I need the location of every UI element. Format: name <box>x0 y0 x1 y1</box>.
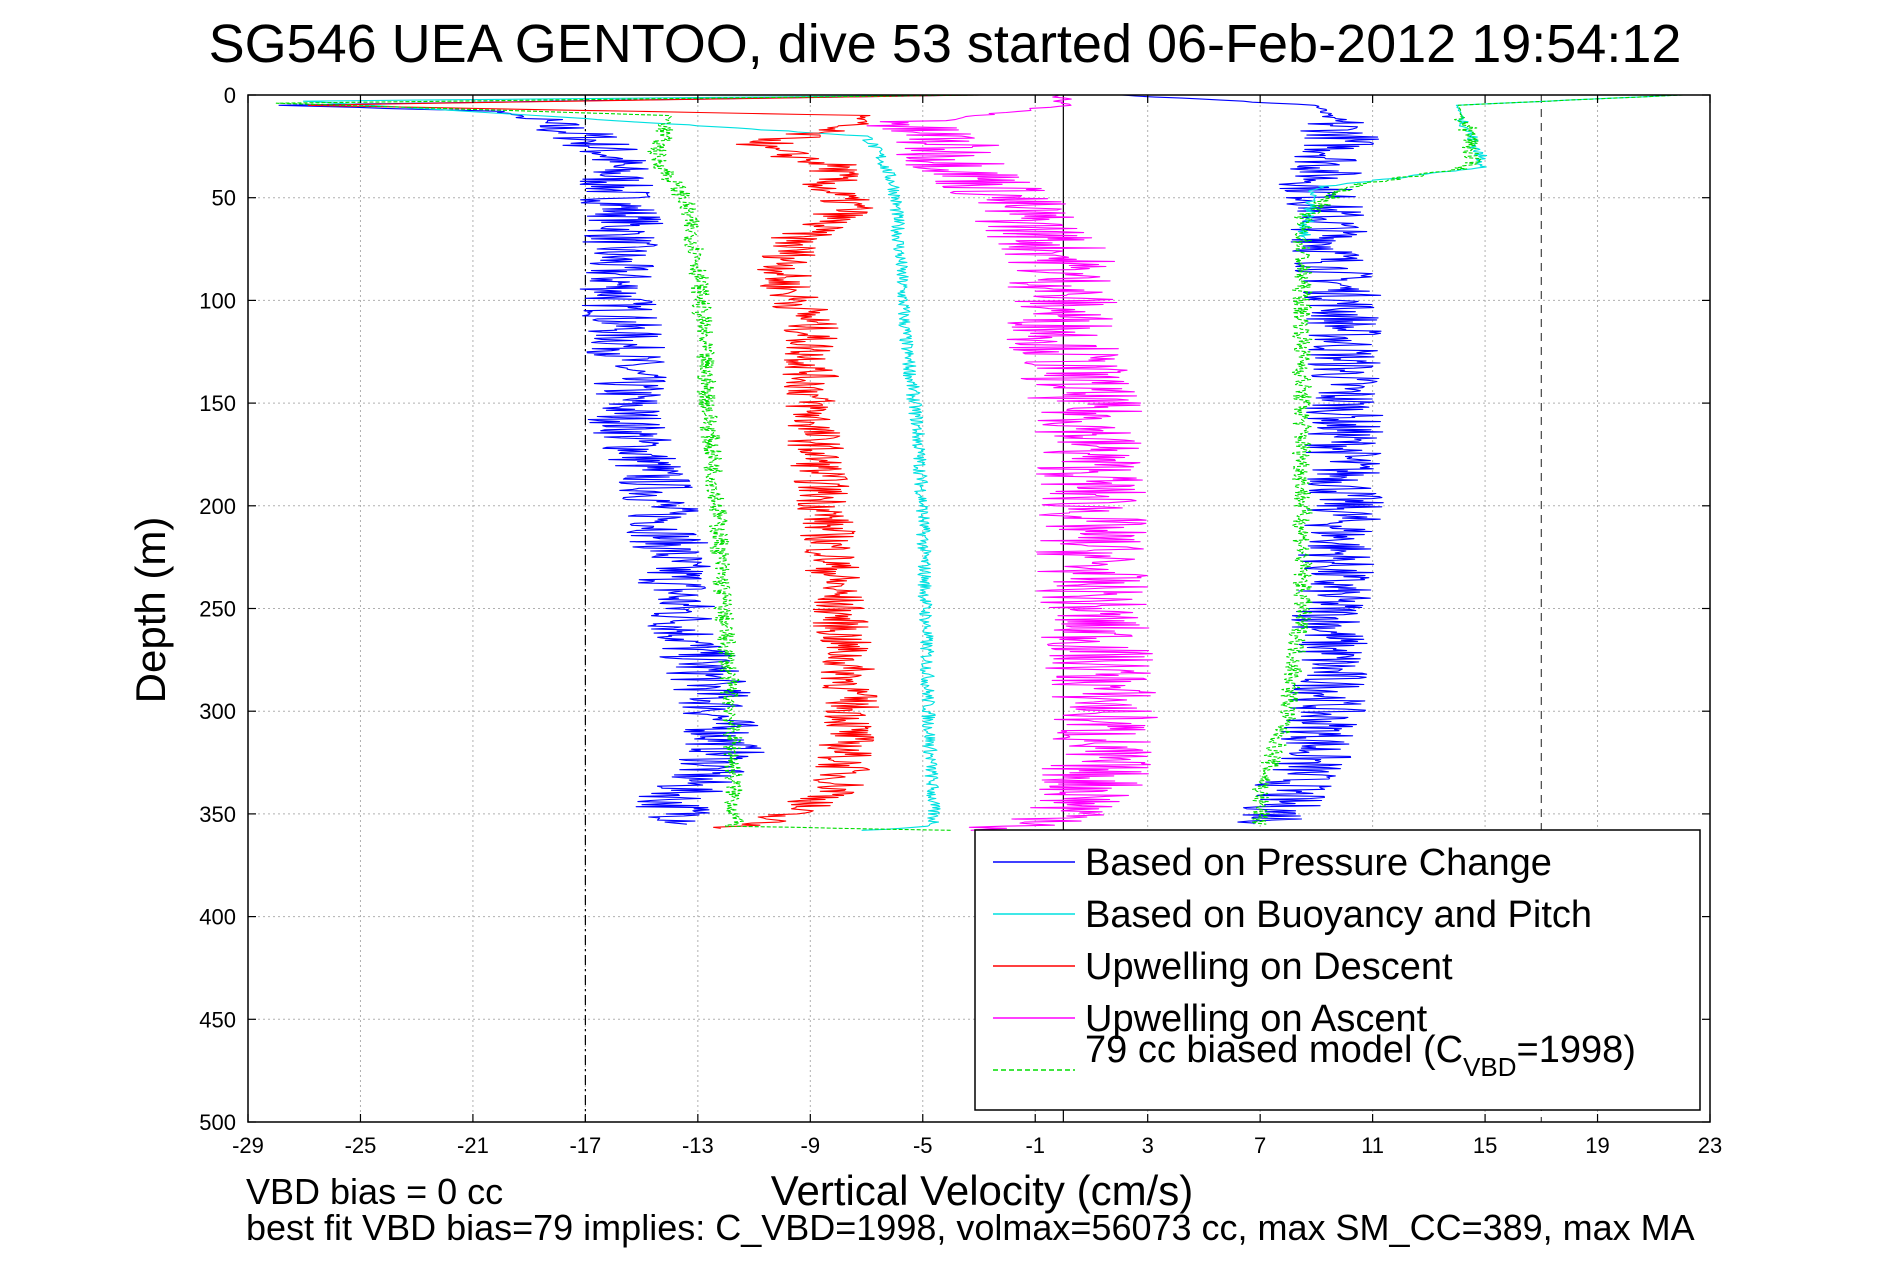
x-tick-label: 23 <box>1698 1133 1722 1158</box>
y-axis-label: Depth (m) <box>127 517 174 704</box>
series-upwelling-on-descent <box>307 94 984 829</box>
x-tick-label: -25 <box>345 1133 377 1158</box>
y-tick-label: 500 <box>199 1110 236 1135</box>
legend-box <box>974 829 1701 1111</box>
y-axis: 0 50 100 150 200 250 300 350 400 450 500 <box>199 83 1710 1135</box>
y-tick-label: 350 <box>199 802 236 827</box>
x-tick-label: -29 <box>232 1133 264 1158</box>
y-tick-label: 200 <box>199 494 236 519</box>
x-tick-label: -13 <box>682 1133 714 1158</box>
x-tick-label: 15 <box>1473 1133 1497 1158</box>
y-tick-label: 150 <box>199 391 236 416</box>
x-tick-label: -17 <box>569 1133 601 1158</box>
x-axis: -29 -25 -21 -17 -13 -9 -5 -1 3 7 11 15 19 23 <box>232 95 1722 1158</box>
y-tick-label: 100 <box>199 288 236 313</box>
chart-title: SG546 UEA GENTOO, dive 53 started 06-Feb… <box>209 14 1682 74</box>
y-tick-label: 250 <box>199 597 236 622</box>
footer-line-2: best fit VBD bias=79 implies: C_VBD=1998… <box>246 1207 1695 1248</box>
series-upwelling-on-ascent <box>866 94 1158 831</box>
legend-label: Based on Pressure Change <box>1085 842 1552 884</box>
series-line <box>866 94 1158 831</box>
x-tick-label: -1 <box>1025 1133 1045 1158</box>
y-tick-label: 450 <box>199 1007 236 1032</box>
series-line <box>275 94 980 831</box>
legend: Based on Pressure Change Based on Buoyanc… <box>974 829 1701 1111</box>
x-tick-label: 19 <box>1585 1133 1609 1158</box>
x-axis-label: Vertical Velocity (cm/s) <box>771 1167 1193 1214</box>
y-tick-label: 400 <box>199 905 236 930</box>
y-tick-label: 0 <box>224 83 236 108</box>
footer-line-1: VBD bias = 0 cc <box>246 1171 504 1212</box>
series-line <box>302 94 979 831</box>
series-line <box>1251 94 1684 825</box>
series-line <box>1121 94 1384 825</box>
legend-label: Upwelling on Descent <box>1085 946 1453 988</box>
legend-label: Based on Buoyancy and Pitch <box>1085 894 1592 936</box>
x-tick-label: 7 <box>1254 1133 1266 1158</box>
series-line <box>278 94 972 825</box>
x-tick-label: -21 <box>457 1133 489 1158</box>
x-tick-label: -5 <box>913 1133 933 1158</box>
x-tick-label: 3 <box>1142 1133 1154 1158</box>
series-79-cc-biased-model-c-vbd-1998- <box>275 94 1684 831</box>
x-tick-label: -9 <box>801 1133 821 1158</box>
y-tick-label: 300 <box>199 699 236 724</box>
legend-label: Upwelling on Ascent <box>1085 998 1428 1040</box>
x-tick-label: 11 <box>1361 1133 1384 1158</box>
legend-label: 79 cc biased model (CVBD=1998) <box>1085 1029 1636 1082</box>
series-layer <box>275 94 1684 831</box>
y-tick-label: 50 <box>212 186 236 211</box>
series-based-on-pressure-change <box>278 94 1384 825</box>
series-line <box>307 94 984 829</box>
